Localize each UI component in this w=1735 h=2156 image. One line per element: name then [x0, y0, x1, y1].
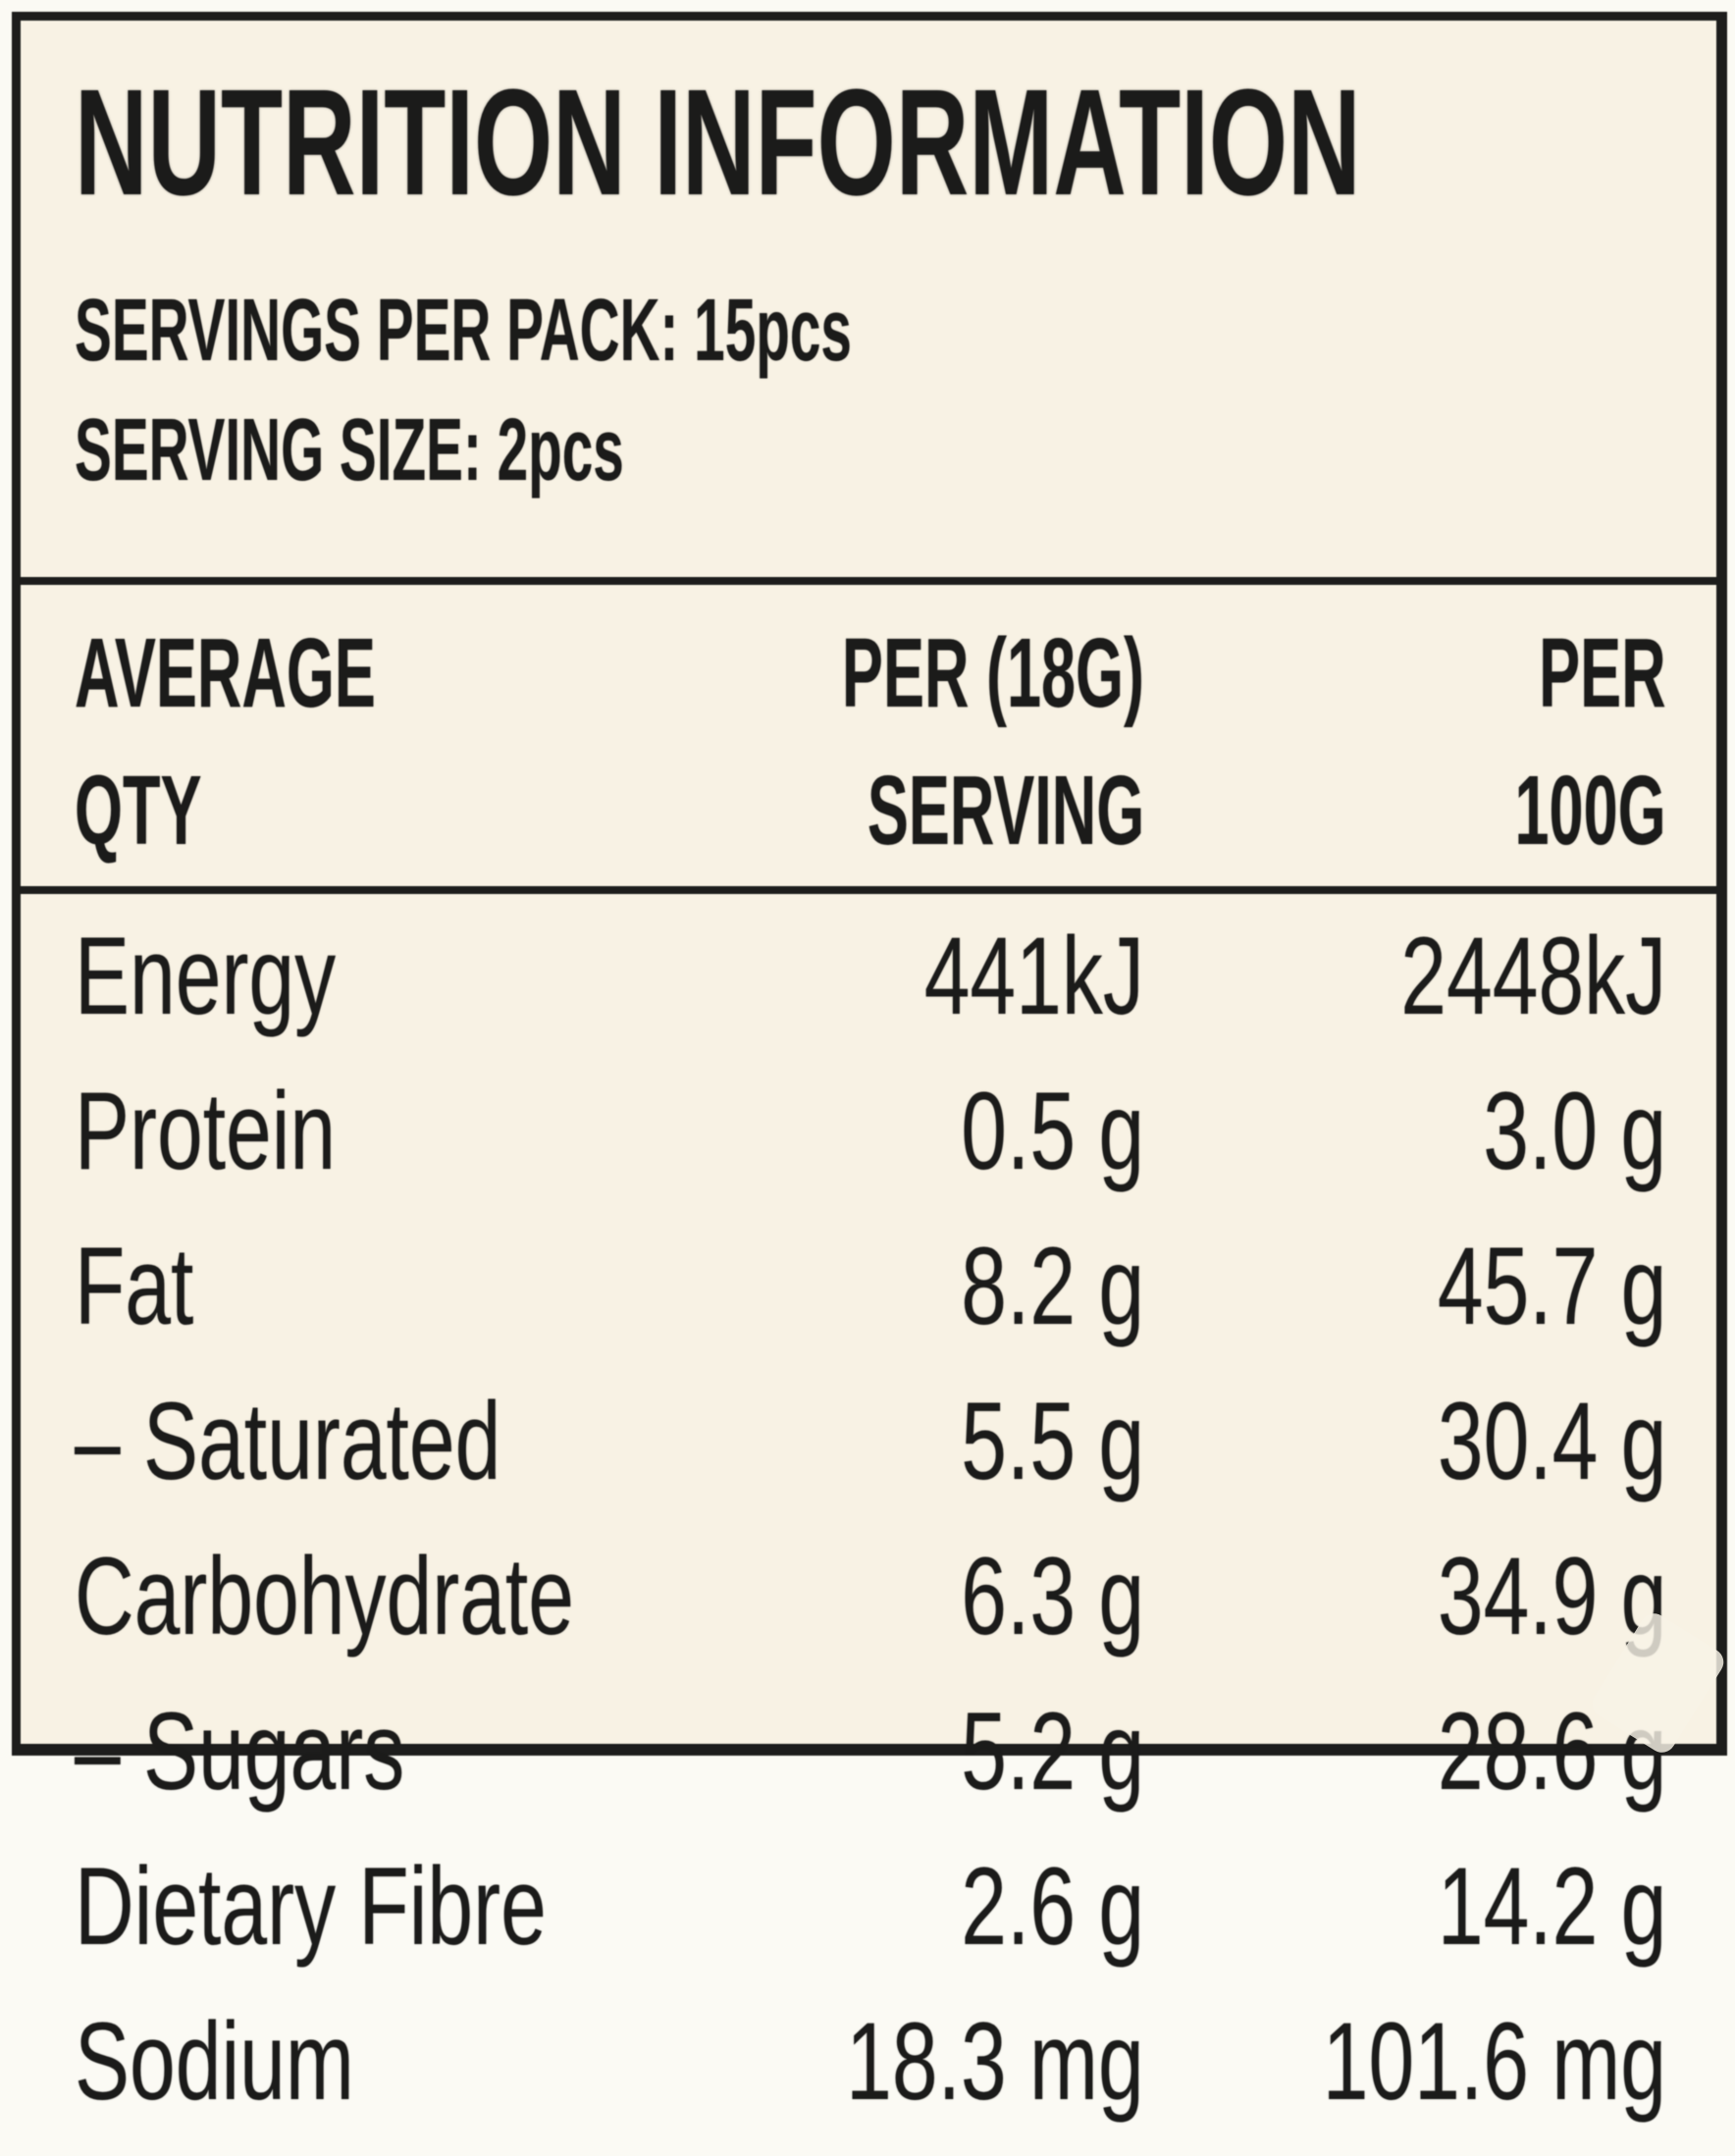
- nutrient-label-text: Energy: [75, 915, 337, 1037]
- nutrition-panel: NUTRITION INFORMATION SERVINGS PER PACK:…: [12, 12, 1727, 2123]
- per-serving-value: 8.2 g: [663, 1226, 1144, 1381]
- nutrient-row-sugars: – Sugars 5.2 g 28.6 g: [21, 1691, 1716, 1846]
- per-100g-value-text: 101.6 mg: [1322, 2000, 1666, 2123]
- nutrient-label: Fat: [75, 1226, 663, 1381]
- per-100g-value-text: 45.7 g: [1437, 1225, 1666, 1347]
- nutrient-label-text: Sodium: [75, 2000, 354, 2123]
- nutrient-label-text: – Saturated: [75, 1380, 501, 1502]
- per-100g-value: 101.6 mg: [1144, 2001, 1666, 2156]
- serving-size-text: SERVING SIZE: 2pcs: [75, 401, 624, 500]
- per-100g-value: 3.0 g: [1144, 1071, 1666, 1226]
- per-100g-value: 34.9 g: [1144, 1536, 1666, 1691]
- nutrient-label: Energy: [75, 916, 663, 1071]
- per-serving-value-text: 8.2 g: [961, 1225, 1144, 1347]
- servings-per-pack-text: SERVINGS PER PACK: 15pcs: [75, 282, 852, 380]
- nutrient-label: – Sugars: [75, 1691, 663, 1846]
- per-serving-value-text: 2.6 g: [961, 1845, 1144, 1968]
- nutrient-table-body: Energy 441kJ 2448kJ Protein 0.5 g 3.0 g …: [21, 916, 1716, 2156]
- nutrient-label: Protein: [75, 1071, 663, 1226]
- header-col-per-serving: PER (18G) SERVING: [663, 619, 1144, 894]
- per-100g-value-text: 14.2 g: [1437, 1845, 1666, 1968]
- per-100g-value: 45.7 g: [1144, 1226, 1666, 1381]
- per-100g-value-text: 3.0 g: [1483, 1070, 1666, 1192]
- divider-above-header: [21, 577, 1716, 585]
- nutrient-label-text: – Sugars: [75, 1690, 405, 1813]
- nutrient-row-saturated: – Saturated 5.5 g 30.4 g: [21, 1381, 1716, 1536]
- per-100g-value: 28.6 g: [1144, 1691, 1666, 1846]
- header-per-100g-line2: 100G: [1514, 756, 1666, 866]
- per-serving-value-text: 441kJ: [923, 915, 1144, 1037]
- serving-size-line: SERVING SIZE: 2pcs: [75, 403, 1716, 523]
- per-serving-value-text: 5.2 g: [961, 1690, 1144, 1813]
- panel-title: NUTRITION INFORMATION: [75, 64, 1716, 269]
- per-serving-value-text: 0.5 g: [961, 1070, 1144, 1192]
- table-header: AVERAGE QTY PER (18G) SERVING PER 100G: [21, 619, 1716, 894]
- per-100g-value-text: 34.9 g: [1437, 1535, 1666, 1657]
- per-serving-value-text: 18.3 mg: [846, 2000, 1144, 2123]
- panel-title-text: NUTRITION INFORMATION: [75, 58, 1361, 227]
- per-serving-value: 5.2 g: [663, 1691, 1144, 1846]
- header-per-serving-line1: PER (18G): [841, 618, 1144, 728]
- nutrient-row-energy: Energy 441kJ 2448kJ: [21, 916, 1716, 1071]
- nutrient-label: Dietary Fibre: [75, 1846, 663, 2001]
- header-per-100g-line1: PER: [1539, 618, 1666, 728]
- nutrient-label: Carbohydrate: [75, 1536, 663, 1691]
- nutrient-label-text: Carbohydrate: [75, 1535, 574, 1657]
- per-100g-value: 2448kJ: [1144, 916, 1666, 1071]
- header-per-serving-line2: SERVING: [867, 756, 1144, 866]
- nutrient-label: Sodium: [75, 2001, 663, 2156]
- nutrient-label-text: Fat: [75, 1225, 194, 1347]
- per-serving-value: 2.6 g: [663, 1846, 1144, 2001]
- header-qty-label: QTY: [75, 756, 202, 866]
- nutrient-label-text: Protein: [75, 1070, 337, 1192]
- nutrient-row-carbohydrate: Carbohydrate 6.3 g 34.9 g: [21, 1536, 1716, 1691]
- per-100g-value-text: 28.6 g: [1437, 1690, 1666, 1813]
- nutrient-row-dietary-fibre: Dietary Fibre 2.6 g 14.2 g: [21, 1846, 1716, 2001]
- per-serving-value: 0.5 g: [663, 1071, 1144, 1226]
- nutrient-row-protein: Protein 0.5 g 3.0 g: [21, 1071, 1716, 1226]
- nutrient-label-text: Dietary Fibre: [75, 1845, 547, 1968]
- header-average-label: AVERAGE: [75, 618, 376, 728]
- per-serving-value: 18.3 mg: [663, 2001, 1144, 2156]
- per-100g-value-text: 2448kJ: [1400, 915, 1666, 1037]
- per-100g-value-text: 30.4 g: [1437, 1380, 1666, 1502]
- per-serving-value-text: 5.5 g: [961, 1380, 1144, 1502]
- header-col-average-qty: AVERAGE QTY: [75, 619, 663, 894]
- nutrient-label: – Saturated: [75, 1381, 663, 1536]
- per-serving-value-text: 6.3 g: [961, 1535, 1144, 1657]
- nutrient-row-fat: Fat 8.2 g 45.7 g: [21, 1226, 1716, 1381]
- per-serving-value: 6.3 g: [663, 1536, 1144, 1691]
- nutrient-row-sodium: Sodium 18.3 mg 101.6 mg: [21, 2001, 1716, 2156]
- divider-below-header: [21, 886, 1716, 894]
- header-col-per-100g: PER 100G: [1144, 619, 1666, 894]
- per-100g-value: 30.4 g: [1144, 1381, 1666, 1536]
- servings-per-pack-line: SERVINGS PER PACK: 15pcs: [75, 284, 1716, 403]
- serving-info: SERVINGS PER PACK: 15pcs SERVING SIZE: 2…: [75, 284, 1716, 523]
- per-serving-value: 5.5 g: [663, 1381, 1144, 1536]
- per-100g-value: 14.2 g: [1144, 1846, 1666, 2001]
- per-serving-value: 441kJ: [663, 916, 1144, 1071]
